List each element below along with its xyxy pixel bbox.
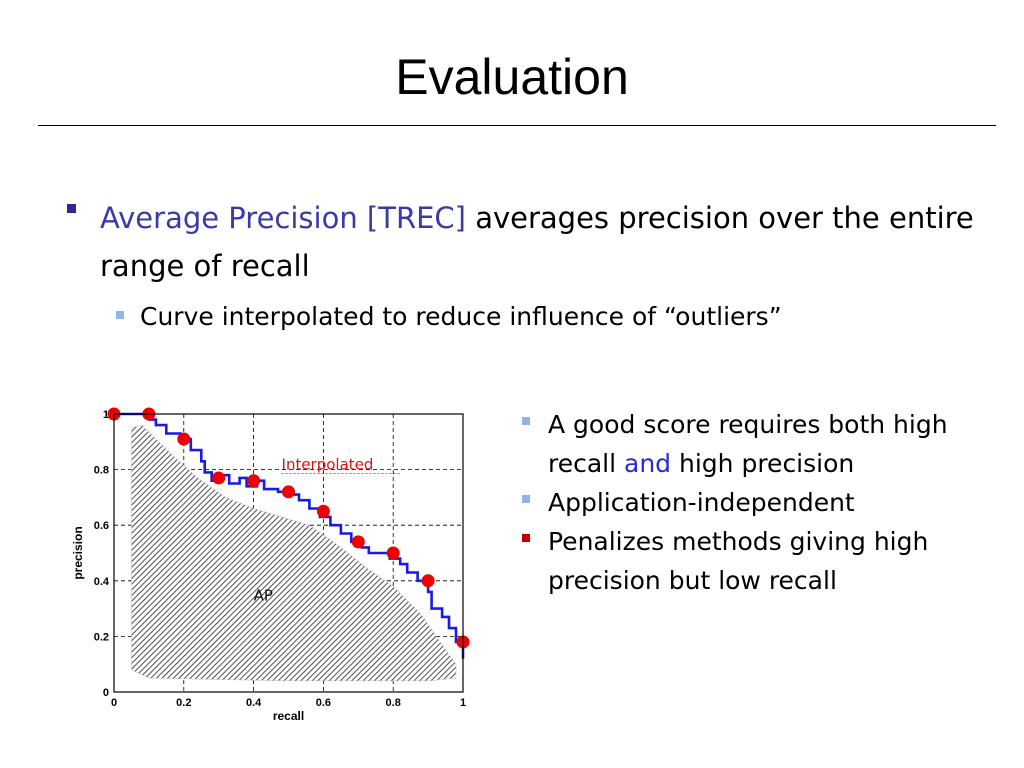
bullet-text: averages precision over the entire range… <box>100 201 974 283</box>
bullet-highlight: Average Precision [TREC] <box>100 201 466 235</box>
plot-frame <box>113 413 464 693</box>
y-tick-label: 0.2 <box>94 631 109 643</box>
red-bullet-square-icon <box>522 534 530 542</box>
interpolated-point <box>282 485 295 499</box>
sub-bullet-square-icon <box>522 495 530 503</box>
x-tick-label: 0.8 <box>386 697 401 709</box>
right-bullet-2: Application-independent <box>522 483 968 522</box>
main-bullet: Average Precision [TREC] averages precis… <box>100 194 980 290</box>
sub-bullet: Curve interpolated to reduce influence o… <box>140 302 782 331</box>
sub-bullet-square-icon <box>116 311 124 319</box>
interpolated-point <box>316 504 330 518</box>
interpolated-point <box>351 535 365 549</box>
right-bullet-1: A good score requires both high recall a… <box>522 405 968 483</box>
right-bullet-3: Penalizes methods giving high precision … <box>522 522 968 600</box>
y-tick-label: 0 <box>103 687 109 699</box>
right-bullet-1-text-a: A good score requires both high recall <box>548 410 948 478</box>
axis-ticks: 0 0.2 0.4 0.6 0.8 1 0 0.2 0.4 0.6 0.8 1 <box>94 409 466 709</box>
interpolated-point <box>177 432 191 446</box>
right-bullet-2-text: Application-independent <box>548 488 855 517</box>
ap-area <box>131 424 457 682</box>
x-axis-label: recall <box>273 709 304 723</box>
interpolated-point <box>247 474 261 488</box>
y-tick-label: 0.8 <box>94 465 109 477</box>
sub-bullet-square-icon <box>522 417 530 425</box>
precision-recall-chart: AP Interpolated 0 0.2 0.4 0.6 0.8 1 0 0.2 0.4 0.6… <box>71 407 470 723</box>
x-tick-label: 0.6 <box>316 697 331 709</box>
y-tick-label: 0.4 <box>94 576 110 588</box>
right-bullet-1-text-b: high precision <box>671 449 855 478</box>
ap-label: AP <box>254 586 273 604</box>
right-bullet-1-emphasis: and <box>624 449 672 478</box>
y-axis-label: precision <box>71 526 85 579</box>
interpolated-point <box>212 471 226 485</box>
bullet-square-icon <box>67 204 76 213</box>
slide-title: Evaluation <box>395 49 629 105</box>
right-bullet-list: A good score requires both high recall a… <box>522 405 968 600</box>
x-tick-label: 0.2 <box>176 697 191 709</box>
right-bullet-3-text: Penalizes methods giving high precision … <box>548 527 929 595</box>
interpolated-point <box>421 574 435 588</box>
y-tick-label: 0.6 <box>94 520 109 532</box>
x-tick-label: 0 <box>111 697 117 709</box>
interpolated-label: Interpolated <box>282 456 374 474</box>
x-tick-label: 1 <box>460 697 466 709</box>
y-tick-label: 1 <box>103 409 109 421</box>
interpolated-point <box>386 546 400 560</box>
x-tick-label: 0.4 <box>246 697 262 709</box>
title-divider <box>38 125 996 126</box>
